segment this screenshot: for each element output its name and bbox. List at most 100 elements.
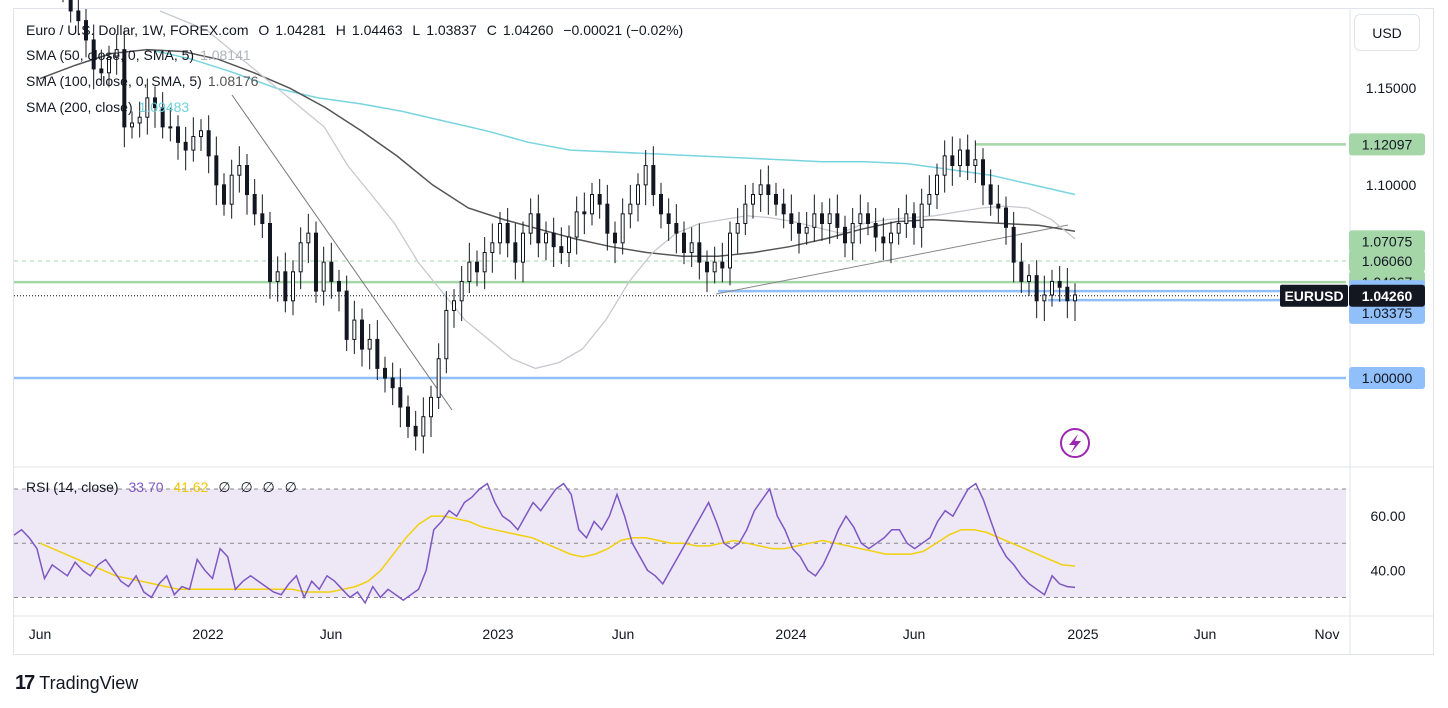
tradingview-mark-icon: 17 [15, 672, 35, 694]
last-price-text: 1.04260 [1362, 288, 1413, 304]
candle [567, 225, 571, 267]
candle [965, 134, 970, 181]
candle [889, 221, 893, 264]
candle [613, 221, 617, 264]
sma200-value: 1.09483 [138, 99, 190, 115]
candle [758, 169, 763, 212]
candle-body [498, 222, 502, 244]
sma200-legend[interactable]: SMA (200, close) 1.09483 [26, 99, 195, 116]
candle [689, 227, 694, 267]
candle [651, 146, 656, 207]
candle-body [781, 203, 786, 215]
candle [981, 148, 985, 206]
candle-body [275, 271, 280, 282]
candle-body [613, 232, 617, 244]
candle-body [406, 406, 410, 427]
candle-body [965, 149, 970, 167]
rsi-ma-value: 41.62 [173, 479, 209, 495]
candle [191, 117, 196, 162]
candle-body [774, 194, 778, 205]
candle-body [751, 194, 755, 205]
candle-body [996, 203, 1001, 209]
symbol-title[interactable]: Euro / U.S. Dollar, 1W, FOREX.com [26, 22, 249, 38]
candle [1050, 269, 1054, 307]
time-tick: Jun [29, 626, 52, 642]
candle-body [1034, 275, 1039, 302]
candle [659, 182, 663, 229]
candle [329, 242, 334, 299]
time-tick: Jun [903, 626, 926, 642]
candle-body [927, 194, 932, 205]
lightning-icon [1060, 428, 1090, 458]
candle [536, 194, 541, 258]
candle-body [153, 97, 157, 109]
sma100-label: SMA (100, close, 0, SMA, 5) [26, 73, 202, 89]
trend-line [231, 94, 453, 411]
price-label-bg [1349, 249, 1425, 272]
candle-body [881, 236, 886, 244]
change-value: −0.00021 (−0.02%) [563, 22, 684, 38]
chart-frame [13, 8, 1434, 655]
candle-body [145, 97, 150, 118]
candle-body [1027, 275, 1031, 282]
candle [605, 184, 610, 251]
candle-body [398, 387, 403, 408]
candle-body [674, 222, 679, 234]
candle [62, 0, 64, 3]
sma50-value: 1.08141 [200, 47, 251, 63]
candle [114, 34, 119, 75]
candle [367, 323, 372, 370]
candle [682, 221, 686, 265]
price-label-1.03375: 1.03375 [1349, 301, 1425, 324]
sma50-legend[interactable]: SMA (50, close, 0, SMA, 5) 1.08141 [26, 47, 257, 64]
rsi-null-1: ∅ [218, 479, 231, 495]
candle [705, 250, 709, 293]
candle-body [1073, 294, 1077, 302]
candle [636, 173, 640, 222]
price-label-text: 1.03375 [1362, 305, 1413, 321]
candle [873, 208, 878, 252]
candle-body [283, 271, 288, 302]
candle [666, 198, 671, 241]
open-value: 1.04281 [275, 22, 326, 38]
candle-body [682, 232, 686, 253]
candle [245, 153, 249, 215]
candle [712, 246, 717, 284]
time-tick: Jun [1194, 626, 1217, 642]
currency-button[interactable]: USD [1354, 14, 1420, 51]
candle-body [68, 0, 73, 12]
candle-body [582, 211, 587, 215]
time-tick: Jun [612, 626, 635, 642]
candle [797, 211, 801, 254]
time-tick: 2022 [192, 626, 223, 642]
rsi-null-3: ∅ [262, 479, 275, 495]
candle [843, 215, 847, 258]
rsi-legend[interactable]: RSI (14, close) 33.70 41.62 ∅ ∅ ∅ ∅ [26, 479, 303, 496]
candle [375, 320, 380, 380]
candle-body [636, 184, 640, 205]
candle-body [958, 149, 962, 167]
open-label: O [258, 22, 270, 38]
candle [383, 356, 387, 393]
candle [153, 86, 157, 128]
rsi-line [13, 482, 1076, 605]
candle-body [804, 226, 809, 234]
candle [827, 198, 832, 244]
low-value: 1.03837 [426, 22, 477, 38]
candle-body [421, 416, 426, 437]
candle [1011, 211, 1016, 283]
candle [199, 119, 203, 152]
candle [850, 208, 855, 261]
candle [321, 246, 326, 306]
candle-body [873, 222, 878, 238]
rsi-null-2: ∅ [240, 479, 253, 495]
candle-body [183, 141, 188, 151]
candle-body [896, 222, 901, 234]
tradingview-logo[interactable]: 17 TradingView [15, 672, 138, 695]
rsi-value: 33.70 [128, 479, 164, 495]
candle [436, 343, 441, 409]
time-tick: 2025 [1067, 626, 1098, 642]
candle-body [168, 126, 173, 129]
sma100-legend[interactable]: SMA (100, close, 0, SMA, 5) 1.08176 [26, 73, 264, 90]
